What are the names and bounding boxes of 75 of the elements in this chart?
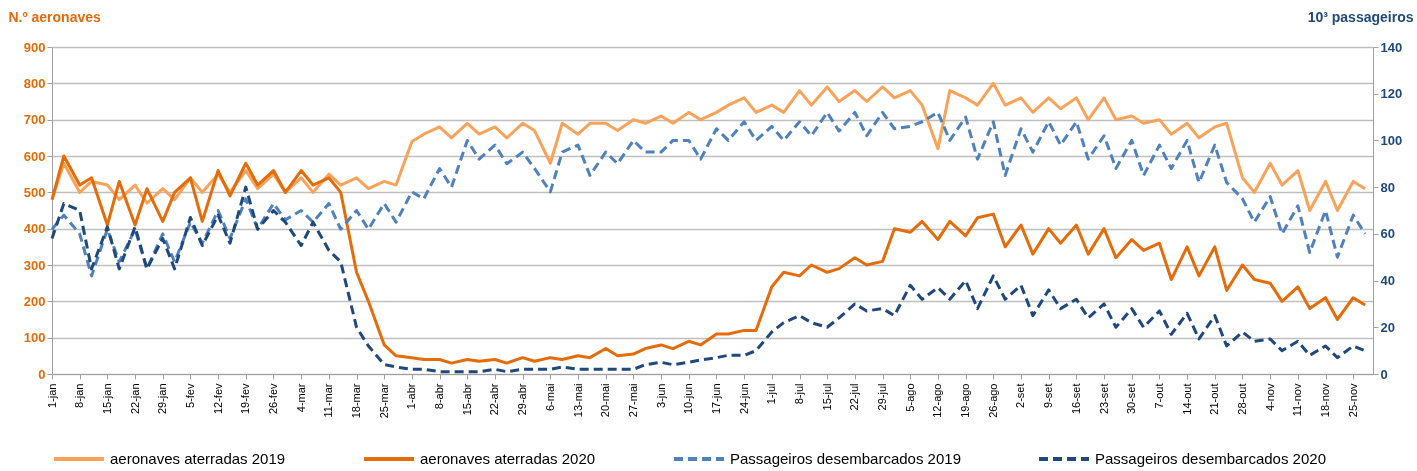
x-tick-label: 12-ago	[931, 383, 944, 418]
legend-label: Passageiros desembarcados 2020	[1095, 450, 1326, 467]
y2-axis-title: 10³ passageiros	[1307, 8, 1414, 25]
x-tick-label: 19-ago	[959, 383, 972, 418]
x-tick-label: 1-jul	[765, 383, 778, 405]
x-tick-label: 15-jan	[100, 383, 113, 415]
x-tick-label: 8-jan	[73, 383, 86, 408]
y2-tick-label: 60	[1380, 226, 1395, 242]
y-tick-label: 500	[23, 184, 46, 200]
y-tick-label: 600	[23, 148, 46, 164]
x-tick-label: 8-abr	[433, 383, 446, 410]
y-tick-label: 0	[38, 366, 46, 382]
x-tick-label: 29-jul	[876, 383, 889, 411]
line-series	[50, 185, 1367, 374]
x-tick-label: 4-mar	[294, 383, 307, 413]
x-tick-label: 11-mar	[322, 383, 335, 418]
y-tick-label: 400	[23, 221, 46, 237]
x-tick-label: 26-ago	[986, 383, 999, 418]
y-axis-title: N.º aeronaves	[8, 8, 101, 25]
x-tick-label: 5-fev	[183, 383, 196, 408]
x-tick-label: 28-out	[1235, 383, 1248, 415]
x-tick-label: 22-jan	[128, 383, 141, 415]
x-tick-label: 22-abr	[488, 383, 501, 416]
line-series	[50, 110, 1367, 278]
x-tick-label: 1-abr	[405, 383, 418, 410]
x-tick-label: 1-jan	[45, 383, 58, 408]
x-tick-label: 30-set	[1125, 383, 1138, 415]
x-tick-label: 29-abr	[516, 383, 529, 416]
x-tick-label: 22-jul	[848, 383, 861, 411]
x-tick-label: 19-fev	[239, 383, 252, 415]
x-tick-label: 15-abr	[460, 383, 473, 416]
y2-tick-label: 40	[1380, 273, 1395, 289]
x-tick-label: 2-set	[1014, 383, 1027, 408]
x-tick-label: 14-out	[1180, 383, 1193, 415]
y2-tick-label: 0	[1380, 366, 1388, 382]
x-tick-label: 8-jul	[793, 383, 806, 405]
y-tick-label: 100	[23, 330, 46, 346]
x-tick-label: 5-ago	[903, 383, 916, 412]
y-tick-label: 800	[23, 75, 46, 91]
x-tick-label: 25-nov	[1346, 383, 1359, 418]
x-tick-label: 24-jun	[737, 383, 750, 415]
x-tick-label: 18-mar	[350, 383, 363, 419]
x-tick-label: 11-nov	[1291, 383, 1304, 417]
y-tick-label: 200	[23, 293, 46, 309]
x-tick-label: 9-set	[1042, 383, 1055, 408]
x-tick-label: 21-out	[1208, 383, 1221, 415]
legend-label: aeronaves aterradas 2019	[110, 450, 286, 467]
y-tick-label: 300	[23, 257, 46, 273]
x-tick-label: 18-nov	[1319, 383, 1332, 418]
y2-tick-label: 20	[1380, 319, 1395, 335]
x-tick-label: 27-mai	[626, 383, 639, 418]
y2-tick-label: 80	[1380, 179, 1395, 195]
x-tick-label: 20-mai	[599, 383, 612, 418]
x-tick-label: 26-fev	[266, 383, 279, 415]
x-tick-label: 7-out	[1152, 383, 1165, 409]
x-tick-label: 6-mai	[543, 383, 556, 412]
x-tick-label: 15-jul	[820, 383, 833, 411]
line-series	[50, 154, 1367, 365]
legend-label: aeronaves aterradas 2020	[420, 450, 596, 467]
x-tick-label: 12-fev	[211, 383, 224, 415]
y2-tick-label: 120	[1380, 86, 1403, 102]
x-tick-label: 25-mar	[377, 383, 390, 419]
legend-label: Passageiros desembarcados 2019	[730, 450, 961, 467]
x-tick-label: 10-jun	[682, 383, 695, 415]
y2-tick-label: 140	[1380, 39, 1403, 55]
x-tick-label: 4-nov	[1263, 383, 1276, 412]
x-tick-label: 23-set	[1097, 383, 1110, 415]
y2-tick-label: 100	[1380, 132, 1403, 148]
y-tick-label: 900	[23, 39, 46, 55]
x-tick-label: 16-set	[1069, 383, 1082, 415]
x-tick-label: 29-jan	[156, 383, 169, 415]
x-tick-label: 13-mai	[571, 383, 584, 418]
x-tick-label: 3-jun	[654, 383, 667, 408]
x-tick-label: 17-jun	[709, 383, 722, 415]
y-tick-label: 700	[23, 112, 46, 128]
